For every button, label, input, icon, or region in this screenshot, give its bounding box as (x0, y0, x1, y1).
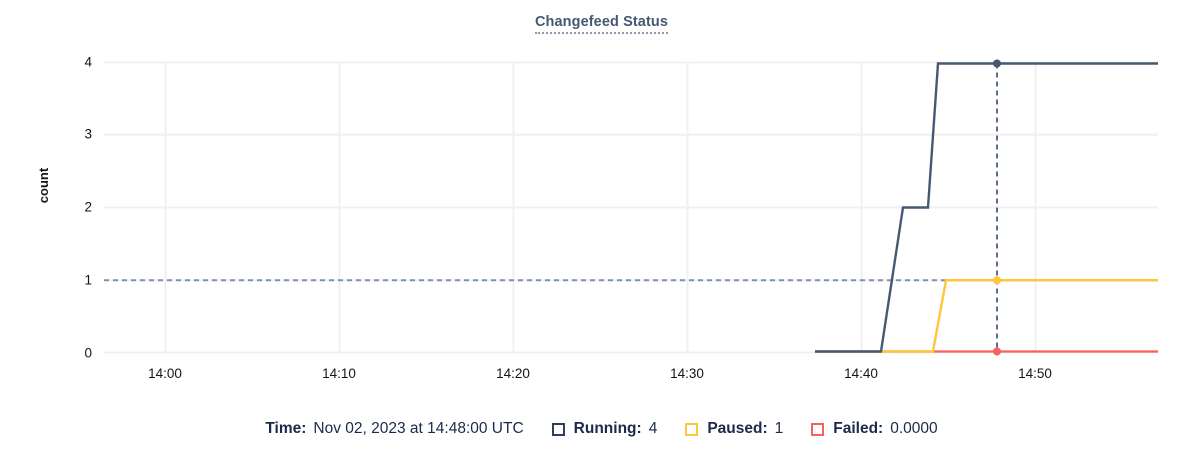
legend-failed-label: Failed: (833, 420, 884, 437)
marker-failed (993, 347, 1001, 356)
x-tick-label-0: 14:00 (148, 366, 182, 381)
series-line-paused (815, 279, 1158, 353)
y-axis-label: count (36, 167, 52, 204)
x-tick-label-1: 14:10 (322, 366, 356, 381)
running-color-swatch-icon (551, 422, 565, 436)
chart-title-text: Changefeed Status (534, 14, 669, 34)
legend-paused-value: 1 (774, 420, 784, 437)
x-tick-label-3: 14:30 (670, 366, 704, 381)
series-line-running (815, 62, 1158, 353)
legend-paused-label: Paused: (707, 420, 768, 437)
legend-item-failed[interactable]: Failed: 0.0000 (811, 420, 938, 438)
y-tick-label-2: 2 (84, 199, 92, 215)
x-tick-label-5: 14:50 (1018, 366, 1052, 381)
legend-item-running[interactable]: Running: 4 (551, 420, 658, 438)
legend-running-value: 4 (648, 420, 658, 437)
marker-paused (993, 276, 1001, 285)
gridlines-vertical (164, 62, 1037, 353)
legend-time: Time: Nov 02, 2023 at 14:48:00 UTC (265, 420, 523, 438)
plot-area[interactable] (104, 59, 1158, 356)
legend-failed-value: 0.0000 (890, 420, 938, 437)
paused-color-swatch-icon (685, 422, 699, 436)
gridlines-horizontal (104, 61, 1158, 354)
marker-running (993, 59, 1001, 68)
y-tick-label-1: 1 (84, 272, 92, 288)
x-tick-label-2: 14:20 (496, 366, 530, 381)
legend-running-label: Running: (573, 420, 642, 437)
legend-time-value: Nov 02, 2023 at 14:48:00 UTC (313, 420, 524, 437)
y-tick-label-3: 3 (84, 126, 92, 142)
chart-title: Changefeed Status (0, 14, 1203, 34)
y-tick-label-4: 4 (84, 54, 92, 70)
legend-item-paused[interactable]: Paused: 1 (685, 420, 783, 438)
failed-color-swatch-icon (811, 422, 825, 436)
legend-time-label: Time: (265, 420, 307, 437)
plot-svg (104, 59, 1158, 356)
x-tick-label-4: 14:40 (844, 366, 878, 381)
y-tick-label-0: 0 (84, 345, 92, 361)
chart-legend: Time: Nov 02, 2023 at 14:48:00 UTC Runni… (0, 420, 1203, 438)
